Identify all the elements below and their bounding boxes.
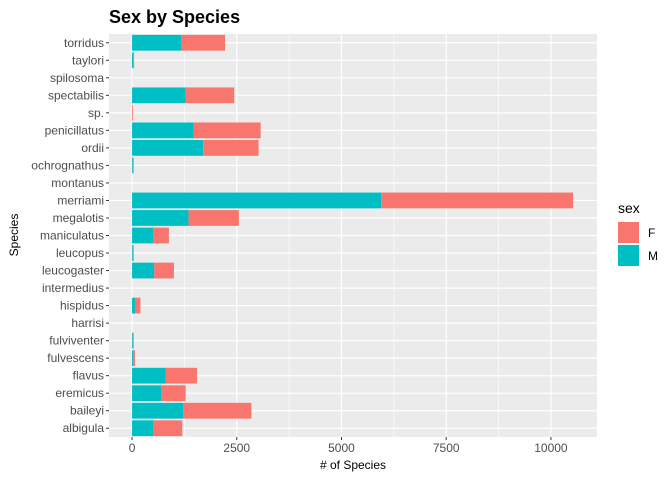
x-axis-ticks: 0 2500 5000 7500 10000	[129, 437, 568, 455]
bar-m-fulvescens	[132, 350, 134, 367]
bar-f-merriami	[381, 192, 574, 209]
bar-f-spectabilis	[185, 87, 235, 104]
bar-f-ordii	[203, 140, 259, 156]
y-tick-label: leucogaster	[42, 264, 104, 278]
y-tick-label: montanus	[51, 176, 104, 190]
bar-m-spectabilis	[132, 87, 186, 104]
bar-f-baileyi	[183, 402, 252, 419]
y-axis-ticks: albigula baileyi eremicus flavus fulvescens f…	[31, 36, 109, 435]
legend-key-f	[618, 222, 639, 243]
bars	[132, 34, 574, 437]
y-tick-label: merriami	[57, 193, 104, 207]
bar-m-merriami	[132, 192, 382, 209]
bar-m-hispidus	[132, 297, 135, 314]
bar-m-ochrognathus	[132, 157, 133, 174]
y-tick-label: fulviventer	[49, 334, 104, 348]
x-axis-title: # of Species	[320, 458, 386, 472]
y-tick-label: leucopus	[56, 246, 104, 260]
bar-f-penicillatus	[193, 122, 261, 139]
bar-f-flavus	[165, 367, 197, 384]
bar-f-torridus	[181, 34, 226, 51]
bar-m-maniculatus	[132, 227, 153, 244]
y-tick-label: eremicus	[55, 386, 104, 400]
y-tick-label: megalotis	[53, 211, 104, 225]
y-tick-label: ordii	[81, 141, 104, 155]
bar-f-taylori	[133, 52, 135, 69]
legend-key-m	[618, 245, 639, 266]
y-tick-label: ochrognathus	[31, 158, 104, 172]
y-tick-label: taylori	[72, 53, 104, 67]
bar-f-ochrognathus	[132, 157, 134, 174]
legend-label-m: M	[648, 249, 658, 263]
bar-f-fulviventer	[132, 332, 134, 349]
bar-m-fulviventer	[132, 332, 133, 349]
bar-m-ordii	[132, 140, 204, 156]
bar-f-megalotis	[188, 210, 239, 226]
y-tick-label: torridus	[64, 36, 104, 50]
x-tick-label: 0	[129, 441, 136, 455]
bar-m-baileyi	[132, 402, 184, 419]
x-tick-label: 2500	[223, 441, 250, 455]
bar-f-fulvescens	[133, 350, 135, 367]
y-tick-label: harrisi	[71, 316, 104, 330]
y-tick-label: hispidus	[60, 299, 104, 313]
x-tick-label: 5000	[328, 441, 355, 455]
legend: sex FM	[618, 200, 658, 266]
bar-m-penicillatus	[132, 122, 194, 139]
legend-label-f: F	[648, 226, 655, 240]
y-tick-label: albigula	[63, 421, 105, 435]
chart-title: Sex by Species	[109, 7, 240, 27]
bar-m-albigula	[132, 420, 153, 437]
bar-f-maniculatus	[152, 227, 169, 244]
x-tick-label: 7500	[433, 441, 460, 455]
bar-m-megalotis	[132, 210, 189, 226]
y-tick-label: intermedius	[42, 281, 104, 295]
bar-m-taylori	[132, 52, 134, 69]
bar-m-eremicus	[132, 385, 162, 402]
y-tick-label: spilosoma	[50, 71, 104, 85]
bar-f-sp	[132, 104, 133, 121]
bar-m-flavus	[132, 367, 166, 384]
bar-f-hispidus	[134, 297, 141, 314]
bar-m-leucogaster	[132, 262, 155, 279]
x-tick-label: 10000	[534, 441, 568, 455]
bar-f-eremicus	[161, 385, 186, 402]
y-tick-label: penicillatus	[45, 123, 104, 137]
y-tick-label: sp.	[88, 106, 104, 120]
y-tick-label: fulvescens	[47, 351, 104, 365]
legend-title: sex	[618, 200, 640, 216]
y-tick-label: flavus	[73, 369, 104, 383]
bar-f-albigula	[152, 420, 183, 437]
bar-f-leucopus	[132, 245, 134, 261]
bar-m-torridus	[132, 34, 182, 51]
bar-m-leucopus	[132, 245, 133, 261]
y-axis-title: Species	[7, 214, 21, 257]
y-tick-label: baileyi	[70, 404, 104, 418]
y-tick-label: spectabilis	[48, 88, 104, 102]
bar-f-leucogaster	[154, 262, 174, 279]
grid	[109, 34, 597, 437]
y-tick-label: maniculatus	[40, 229, 104, 243]
